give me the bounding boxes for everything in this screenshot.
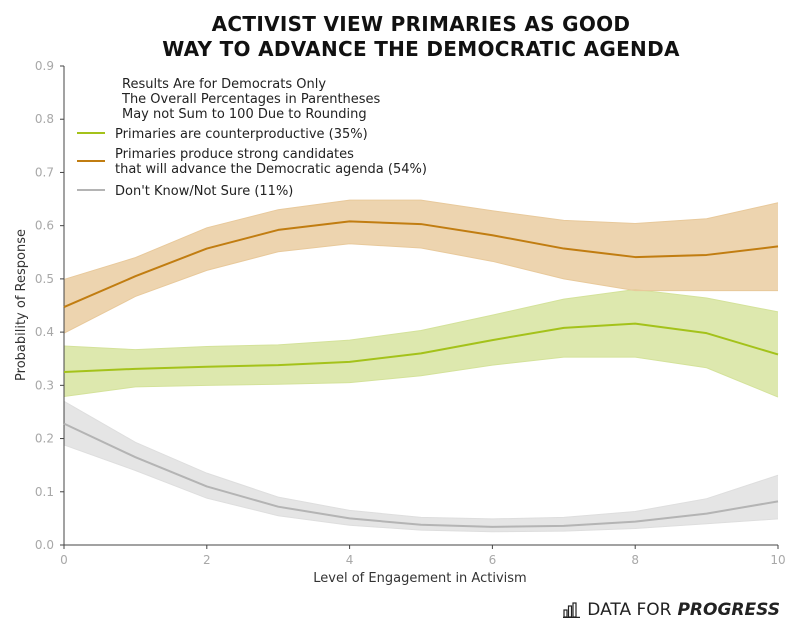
legend-label-counterproductive: Primaries are counterproductive (35%)	[115, 127, 368, 142]
legend-note-1: Results Are for Democrats Only	[122, 77, 326, 92]
brand-emphasis: PROGRESS	[677, 600, 780, 620]
x-axis-label: Level of Engagement in Activism	[313, 571, 526, 586]
legend-label-strong-candidates-line-1: Primaries produce strong candidates	[115, 147, 354, 162]
y-tick-label: 0.0	[35, 538, 54, 552]
legend-note-3: May not Sum to 100 Due to Rounding	[122, 107, 367, 122]
y-tick-label: 0.8	[35, 112, 54, 126]
y-tick-label: 0.6	[35, 219, 54, 233]
band-lower-edge-counterproductive	[63, 356, 779, 398]
band-upper-edge-counterproductive	[63, 289, 779, 351]
y-tick-label: 0.4	[35, 325, 54, 339]
y-tick-label: 0.7	[35, 165, 54, 179]
x-tick-label: 2	[203, 553, 211, 567]
series-line-counterproductive	[63, 322, 779, 374]
y-tick-label: 0.9	[35, 59, 54, 73]
bar-chart-icon	[563, 602, 581, 618]
band-upper-edge-strong-candidates	[63, 199, 779, 280]
y-ticks: 0.0 0.1 0.2 0.3 0.4 0.5 0.6 0.7 0.8 0.9	[35, 59, 64, 552]
x-tick-label: 0	[60, 553, 68, 567]
series-lines	[63, 220, 779, 528]
legend-label-strong-candidates-line-2: that will advance the Democratic agenda …	[115, 162, 427, 177]
x-tick-label: 6	[489, 553, 497, 567]
x-ticks: 0 2 4 6 8 10	[60, 545, 786, 567]
y-tick-label: 0.1	[35, 485, 54, 499]
confidence-band-counterproductive	[64, 289, 778, 398]
series-line-dont-know	[63, 422, 779, 528]
band-upper-edge-dont-know	[63, 400, 779, 520]
chart-title: ACTIVIST VIEW PRIMARIES AS GOOD WAY TO A…	[162, 12, 680, 61]
brand-logo: DATA FOR PROGRESS	[563, 600, 780, 620]
legend-label-dont-know: Don't Know/Not Sure (11%)	[115, 184, 293, 199]
brand-prefix: DATA FOR	[587, 600, 672, 620]
confidence-bands	[63, 199, 779, 533]
confidence-band-dont-know	[64, 401, 778, 532]
y-axis-label: Probability of Response	[14, 229, 29, 381]
y-tick-label: 0.5	[35, 272, 54, 286]
axes	[63, 66, 778, 546]
legend-note-2: The Overall Percentages in Parentheses	[121, 92, 381, 107]
legend: Results Are for Democrats Only The Overa…	[77, 77, 427, 199]
band-lower-edge-strong-candidates	[63, 243, 778, 334]
chart-title-line-1: ACTIVIST VIEW PRIMARIES AS GOOD	[212, 12, 631, 36]
y-tick-label: 0.3	[35, 378, 54, 392]
y-tick-label: 0.2	[35, 432, 54, 446]
chart-title-line-2: WAY TO ADVANCE THE DEMOCRATIC AGENDA	[162, 37, 680, 61]
x-tick-label: 10	[770, 553, 785, 567]
series-line-strong-candidates	[63, 220, 779, 309]
confidence-band-strong-candidates	[64, 200, 778, 334]
x-tick-label: 4	[346, 553, 354, 567]
band-lower-edge-dont-know	[63, 444, 779, 533]
x-tick-label: 8	[631, 553, 639, 567]
